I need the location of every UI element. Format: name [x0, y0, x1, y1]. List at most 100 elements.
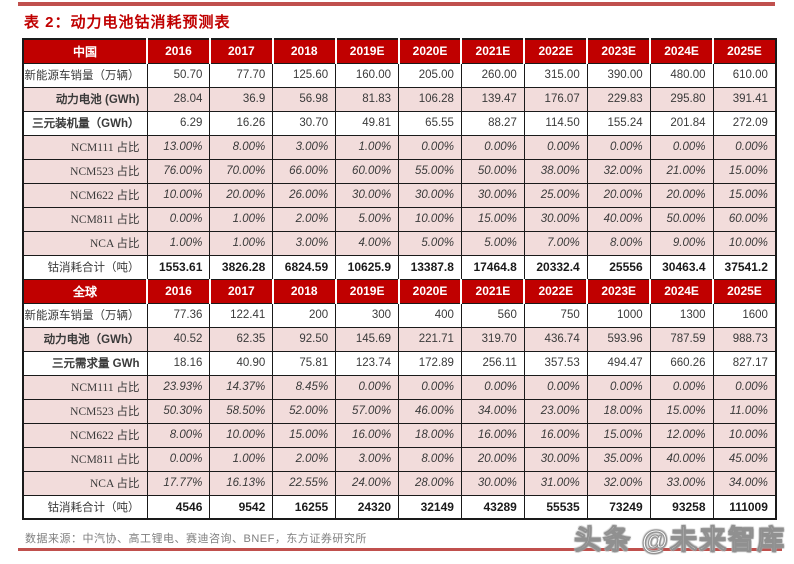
value-cell: 155.24 [586, 110, 651, 136]
value-cell: 33.00% [649, 470, 714, 496]
value-cell: 18.00% [398, 422, 462, 448]
value-cell: 0.00% [398, 134, 462, 160]
value-cell: 30.00% [523, 446, 588, 472]
value-cell: 391.41 [712, 86, 777, 112]
value-cell: 125.60 [272, 62, 337, 88]
value-cell: 20332.4 [523, 254, 588, 280]
value-cell: 1000 [586, 302, 651, 328]
toutiao-watermark: 头条 @未来智库 [574, 525, 786, 556]
value-cell: 60.00% [335, 158, 400, 184]
value-cell: 5.00% [335, 206, 400, 232]
value-cell: 9.00% [649, 230, 714, 256]
value-cell: 1.00% [209, 446, 274, 472]
value-cell: 93258 [649, 494, 714, 520]
value-cell: 111009 [712, 494, 777, 520]
value-cell: 62.35 [209, 326, 274, 352]
row-label-cell: 动力电池（GWh） [22, 326, 148, 352]
value-cell: 76.00% [146, 158, 211, 184]
value-cell: 593.96 [586, 326, 651, 352]
value-cell: 25556 [586, 254, 651, 280]
value-cell: 30.00% [523, 206, 588, 232]
value-cell: 436.74 [523, 326, 588, 352]
value-cell: 60.00% [712, 206, 777, 232]
year-header-cell: 2021E [460, 38, 526, 64]
value-cell: 3.00% [272, 230, 337, 256]
value-cell: 1.00% [335, 134, 400, 160]
value-cell: 13.00% [146, 134, 211, 160]
value-cell: 221.71 [398, 326, 462, 352]
value-cell: 55535 [523, 494, 588, 520]
value-cell: 45.00% [712, 446, 777, 472]
value-cell: 123.74 [335, 350, 400, 376]
value-cell: 14.37% [209, 374, 274, 400]
section-header-row-china: 中国 2016 2017 2018 2019E 2020E 2021E 2022E 2023E 2… [22, 38, 777, 64]
value-cell: 88.27 [460, 110, 525, 136]
value-cell: 57.00% [335, 398, 400, 424]
row-label-cell: 动力电池 (GWh) [22, 86, 148, 112]
value-cell: 22.55% [272, 470, 337, 496]
bottom-divider-rule [18, 548, 782, 551]
value-cell: 1.00% [146, 230, 211, 256]
value-cell: 56.98 [272, 86, 337, 112]
value-cell: 40.90 [209, 350, 274, 376]
value-cell: 0.00% [649, 134, 714, 160]
table-row: 三元需求量 GWh 18.16 40.90 75.81 123.74 172.89 256.… [22, 350, 777, 376]
value-cell: 272.09 [712, 110, 777, 136]
table-row: NCM811 占比 0.00% 1.00% 2.00% 5.00% 10.00% 15.00… [22, 206, 777, 232]
value-cell: 16.00% [523, 422, 588, 448]
year-header-cell: 2021E [460, 278, 526, 304]
value-cell: 1.00% [209, 206, 274, 232]
value-cell: 10.00% [146, 182, 211, 208]
value-cell: 176.07 [523, 86, 588, 112]
value-cell: 23.00% [523, 398, 588, 424]
row-label-cell: 三元装机量（GWh） [22, 110, 148, 136]
value-cell: 65.55 [398, 110, 462, 136]
value-cell: 5.00% [398, 230, 462, 256]
value-cell: 20.00% [209, 182, 274, 208]
value-cell: 32.00% [586, 158, 651, 184]
value-cell: 16.26 [209, 110, 274, 136]
value-cell: 20.00% [649, 182, 714, 208]
year-header-cell: 2016 [146, 278, 211, 304]
value-cell: 77.70 [209, 62, 274, 88]
value-cell: 55.00% [398, 158, 462, 184]
value-cell: 319.70 [460, 326, 525, 352]
cobalt-forecast-table: 中国 2016 2017 2018 2019E 2020E 2021E 2022E 2023E 2… [22, 38, 777, 520]
row-label-cell: NCM622 占比 [22, 182, 148, 208]
value-cell: 0.00% [146, 446, 211, 472]
value-cell: 43289 [460, 494, 525, 520]
value-cell: 26.00% [272, 182, 337, 208]
table-row: NCM622 占比 10.00% 20.00% 26.00% 30.00% 30.00% 3… [22, 182, 777, 208]
value-cell: 13387.8 [398, 254, 462, 280]
value-cell: 200 [272, 302, 337, 328]
table-row: 新能源车销量（万辆） 77.36 122.41 200 300 400 560 750 1000… [22, 302, 777, 328]
table-row: NCM111 占比 23.93% 14.37% 8.45% 0.00% 0.00% 0.00… [22, 374, 777, 400]
table-body: 中国 2016 2017 2018 2019E 2020E 2021E 2022E 2023E 2… [22, 38, 777, 520]
value-cell: 750 [523, 302, 588, 328]
value-cell: 16255 [272, 494, 337, 520]
data-source-note: 数据来源：中汽协、高工锂电、赛迪咨询、BNEF，东方证券研究所 [25, 533, 367, 545]
value-cell: 494.47 [586, 350, 651, 376]
table-row: NCA 占比 17.77% 16.13% 22.55% 24.00% 28.00% 30.0… [22, 470, 777, 496]
value-cell: 114.50 [523, 110, 588, 136]
value-cell: 2.00% [272, 446, 337, 472]
value-cell: 30.00% [398, 182, 462, 208]
year-header-cell: 2023E [586, 38, 652, 64]
value-cell: 0.00% [335, 374, 400, 400]
value-cell: 0.00% [649, 374, 714, 400]
row-label-cell: NCM523 占比 [22, 398, 148, 424]
value-cell: 66.00% [272, 158, 337, 184]
year-header-cell: 2023E [586, 278, 652, 304]
row-label-cell: NCM811 占比 [22, 206, 148, 232]
value-cell: 16.00% [335, 422, 400, 448]
value-cell: 40.00% [649, 446, 714, 472]
value-cell: 3.00% [272, 134, 337, 160]
row-label-cell: NCM622 占比 [22, 422, 148, 448]
value-cell: 0.00% [460, 374, 525, 400]
value-cell: 46.00% [398, 398, 462, 424]
value-cell: 17.77% [146, 470, 211, 496]
value-cell: 12.00% [649, 422, 714, 448]
row-label-cell: NCM111 占比 [22, 134, 148, 160]
value-cell: 8.00% [146, 422, 211, 448]
value-cell: 92.50 [272, 326, 337, 352]
